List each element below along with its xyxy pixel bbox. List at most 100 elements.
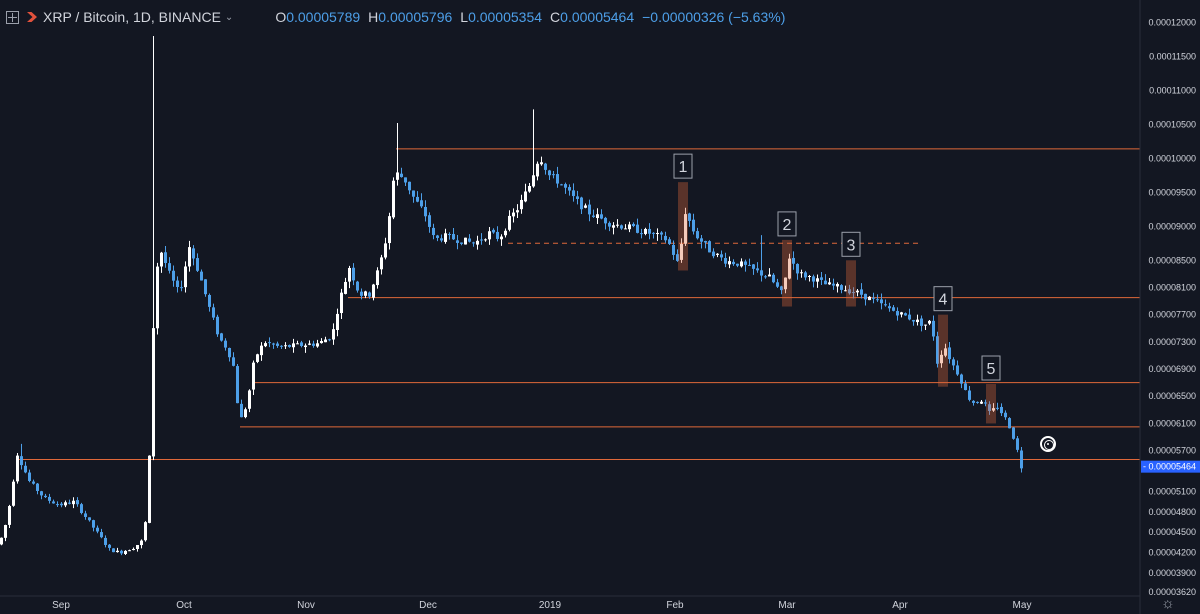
candle-body	[712, 251, 715, 257]
candle-body	[140, 540, 143, 546]
candle-body	[428, 215, 431, 227]
time-axis[interactable]: Sep Oct Nov Dec 2019 Feb Mar Apr May	[0, 595, 1140, 611]
marker-highlight	[986, 384, 996, 424]
candle-body	[900, 312, 903, 315]
candle-body	[436, 235, 439, 238]
candle-body	[708, 241, 711, 253]
candle-body	[952, 359, 955, 366]
candle-body	[200, 271, 203, 281]
candle-body	[380, 257, 383, 270]
low-value: 0.00005354	[468, 9, 543, 25]
candle-body	[384, 243, 387, 258]
candle-body	[268, 342, 271, 344]
candle-body	[296, 343, 299, 345]
candle-body	[12, 481, 15, 506]
candle-body	[424, 206, 427, 217]
candle-body	[148, 455, 151, 523]
candle-body	[1008, 418, 1011, 429]
candle-body	[704, 241, 707, 243]
candle-body	[328, 339, 331, 341]
candle-body	[92, 520, 95, 528]
candle-body	[840, 285, 843, 290]
change-value: −0.00000326 (−5.63%)	[642, 9, 786, 25]
candle-body	[556, 174, 559, 184]
candle-body	[40, 491, 43, 496]
candle-body	[572, 190, 575, 197]
candle-body	[96, 527, 99, 532]
candle-body	[336, 313, 339, 331]
candle-body	[892, 307, 895, 311]
price-tick-label: 0.00003620	[1148, 587, 1196, 597]
chevron-down-icon[interactable]: ⌄	[224, 11, 234, 23]
target-icon[interactable]	[1040, 436, 1056, 452]
candle-body	[212, 307, 215, 318]
candle-body	[744, 261, 747, 265]
price-tick-label: 0.00009500	[1148, 187, 1196, 197]
candle-body	[220, 333, 223, 341]
candle-body	[312, 343, 315, 346]
candle-body	[476, 240, 479, 245]
candle-body	[488, 231, 491, 240]
candle-body	[420, 200, 423, 207]
close-value: 0.00005464	[560, 9, 635, 25]
candle-body	[956, 365, 959, 375]
price-tick-label: 0.00005100	[1148, 486, 1196, 496]
candle-body	[364, 291, 367, 296]
candle-body	[560, 184, 563, 186]
candle-body	[204, 279, 207, 295]
candle-body	[132, 548, 135, 551]
price-tick-label: 0.00003900	[1148, 568, 1196, 578]
candle-body	[820, 277, 823, 280]
candle-body	[772, 274, 775, 283]
candle-body	[792, 257, 795, 264]
candle-body	[716, 253, 719, 255]
candle-body	[372, 284, 375, 298]
price-tick-label: 0.00008500	[1148, 255, 1196, 265]
symbol-title[interactable]: XRP / Bitcoin, 1D, BINANCE	[43, 9, 221, 25]
candle-body	[308, 343, 311, 345]
candle-body	[340, 292, 343, 314]
candlesticks	[0, 35, 1023, 556]
candle-body	[392, 180, 395, 218]
candle-body	[860, 289, 863, 295]
time-tick-label: Mar	[778, 600, 796, 611]
last-price-badge	[1141, 460, 1200, 473]
time-tick-label: Feb	[666, 600, 684, 611]
candle-body	[756, 268, 759, 271]
candle-body	[416, 196, 419, 202]
time-tick-label: Apr	[892, 600, 908, 611]
candle-body	[28, 472, 31, 481]
candle-body	[796, 263, 799, 274]
candle-body	[1016, 438, 1019, 450]
candle-body	[508, 215, 511, 230]
candle-body	[316, 343, 319, 347]
candle-body	[444, 233, 447, 242]
candle-body	[936, 336, 939, 364]
price-axis[interactable]: 0.00012000 0.00011500 0.00011000 0.00010500…	[1139, 0, 1200, 614]
candle-body	[272, 343, 275, 345]
candle-body	[168, 263, 171, 271]
candle-body	[968, 390, 971, 400]
candle-body	[456, 240, 459, 243]
marker-label: 4	[939, 292, 948, 309]
price-tick-label: 0.00008100	[1148, 282, 1196, 292]
marker-highlight	[782, 239, 792, 307]
candle-body	[1020, 450, 1023, 469]
candle-body	[660, 232, 663, 235]
candle-body	[520, 199, 523, 210]
gear-icon[interactable]: ☼	[1161, 595, 1175, 612]
price-tick-label: 0.00011000	[1149, 85, 1196, 95]
candle-body	[208, 294, 211, 307]
candle-body	[672, 244, 675, 255]
candle-body	[504, 230, 507, 236]
price-tick-label: 0.00011500	[1149, 51, 1196, 61]
candle-body	[644, 228, 647, 234]
candle-body	[664, 235, 667, 241]
candle-body	[668, 239, 671, 244]
binance-logo-icon	[27, 12, 37, 22]
candle-body	[620, 225, 623, 229]
candle-body	[264, 343, 267, 347]
expand-icon[interactable]	[6, 10, 19, 24]
candle-body	[972, 400, 975, 403]
